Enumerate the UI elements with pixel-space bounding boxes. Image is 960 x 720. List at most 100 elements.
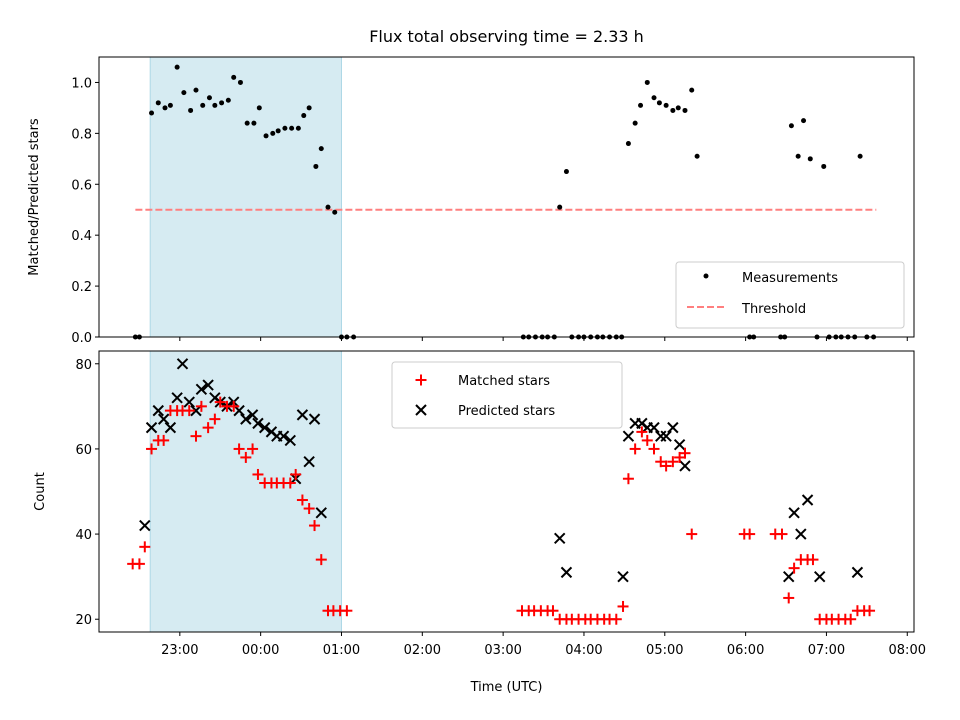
- matched-star-point: [679, 447, 691, 459]
- predicted-star-point: [145, 421, 158, 434]
- predicted-star-point: [679, 460, 691, 472]
- legend-marker-measurements: [703, 273, 709, 279]
- count-panel-observing-window: [149, 350, 342, 633]
- predicted-star-point: [795, 528, 807, 540]
- matched-star-point: [240, 451, 252, 463]
- matched-star-points: [127, 396, 876, 625]
- measurement-point: [188, 107, 194, 113]
- matched-star-point: [744, 528, 756, 540]
- measurement-point: [625, 141, 631, 147]
- measurement-point: [301, 113, 307, 119]
- measurement-point: [295, 125, 301, 131]
- matched-star-point: [202, 422, 214, 434]
- measurement-point: [155, 100, 161, 106]
- measurement-point: [263, 133, 269, 139]
- ratio-y-tick-label: 0.6: [71, 178, 92, 193]
- matched-star-point: [864, 605, 876, 617]
- matched-star-point: [629, 443, 641, 455]
- measurement-point: [644, 79, 650, 85]
- count-panel-legend: Matched stars Predicted stars: [391, 361, 623, 429]
- measurement-points: [132, 64, 877, 340]
- measurement-point: [788, 123, 794, 129]
- measurement-point: [231, 74, 237, 80]
- matched-star-point: [146, 443, 158, 455]
- legend-label-predicted: Predicted stars: [458, 404, 555, 419]
- legend-label-measurements: Measurements: [742, 271, 838, 286]
- predicted-star-point: [240, 413, 252, 425]
- measurement-point: [663, 102, 669, 108]
- predicted-star-point: [801, 494, 814, 506]
- matched-star-point: [139, 541, 151, 553]
- measurement-point: [332, 209, 338, 215]
- matched-star-point: [547, 605, 559, 617]
- matched-star-point: [341, 605, 353, 617]
- measurement-point: [557, 204, 563, 210]
- ratio-y-tick-label: 1.0: [71, 76, 92, 91]
- x-tick-label: 07:00: [808, 643, 845, 658]
- predicted-star-point: [851, 566, 864, 579]
- measurement-point: [306, 105, 312, 111]
- ratio-panel-x-ticks: [179, 337, 908, 341]
- measurement-point: [656, 100, 662, 106]
- matched-star-point: [290, 468, 302, 480]
- matched-star-point: [610, 613, 622, 625]
- measurement-point: [857, 153, 863, 159]
- measurement-point: [275, 128, 281, 134]
- legend-plus-glyph: [415, 374, 427, 386]
- matched-star-point: [228, 400, 240, 412]
- predicted-star-point: [308, 413, 321, 425]
- chart-title: Flux total observing time = 2.33 h: [369, 27, 644, 46]
- measurement-point: [225, 97, 231, 103]
- x-axis-label: Time (UTC): [470, 680, 543, 695]
- matched-star-point: [247, 443, 259, 455]
- predicted-star-point: [667, 421, 679, 434]
- measurement-point: [821, 163, 827, 169]
- ratio-panel: 0.0 0.2 0.4 0.6 0.8 1.0 Flux total observing …: [27, 27, 915, 346]
- predicted-star-point: [554, 532, 566, 545]
- predicted-star-point: [164, 421, 177, 434]
- measurement-point: [149, 110, 155, 116]
- ratio-panel-frame: [98, 56, 915, 338]
- ratio-panel-y-ticks: 0.0 0.2 0.4 0.6 0.8 1.0: [71, 76, 99, 346]
- predicted-star-point: [648, 421, 660, 434]
- measurement-point: [212, 102, 218, 108]
- predicted-star-point: [813, 570, 826, 583]
- matched-star-point: [158, 434, 170, 446]
- count-panel-frame: [98, 350, 915, 633]
- predicted-star-point: [171, 392, 183, 404]
- matched-star-point: [641, 434, 653, 446]
- ratio-panel-observing-window: [149, 56, 342, 338]
- measurement-point: [318, 146, 324, 152]
- count-y-tick-label: 20: [75, 613, 92, 628]
- matched-star-point: [303, 503, 315, 515]
- predicted-star-point: [176, 358, 189, 370]
- predicted-star-point: [783, 570, 795, 583]
- matched-star-point: [209, 413, 221, 425]
- measurement-point: [237, 79, 243, 85]
- measurement-point: [193, 87, 199, 93]
- legend-marker-predicted: [415, 404, 427, 416]
- measurement-point: [682, 107, 688, 113]
- matched-star-point: [284, 477, 296, 489]
- x-tick-label: 06:00: [727, 643, 764, 658]
- measurement-point: [807, 156, 813, 162]
- measurement-point: [162, 105, 168, 111]
- predicted-star-point: [152, 404, 164, 417]
- count-panel: 20 40 60 80 23:00 00:00 01:00 02:00 03:00 04:00 0…: [33, 350, 926, 695]
- matched-star-point: [788, 562, 800, 574]
- predicted-star-point: [284, 434, 296, 447]
- measurement-point: [167, 102, 173, 108]
- matched-star-point: [296, 494, 308, 506]
- x-tick-label: 08:00: [889, 643, 926, 658]
- predicted-star-point: [315, 507, 327, 519]
- x-tick-label: 02:00: [404, 643, 441, 658]
- measurement-point: [689, 87, 695, 93]
- predicted-star-point: [246, 409, 259, 421]
- measurement-point: [174, 64, 180, 70]
- legend-cross-glyph: [415, 404, 427, 416]
- predicted-star-point: [277, 430, 290, 442]
- x-tick-label: 03:00: [484, 643, 521, 658]
- matched-star-point: [686, 528, 698, 540]
